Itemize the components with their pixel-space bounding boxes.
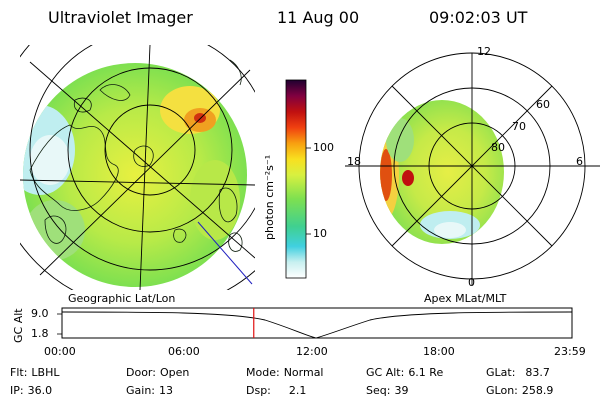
mode-info: Mode: Normal bbox=[246, 366, 324, 379]
altitude-curve bbox=[61, 311, 573, 339]
timeline-ytick-1-8: 1.8 bbox=[31, 327, 49, 340]
app-title: Ultraviolet Imager bbox=[48, 8, 193, 27]
glat-info: GLat: 83.7 bbox=[486, 366, 550, 379]
glon-info: GLon: 258.9 bbox=[486, 384, 553, 397]
filter-value: LBHL bbox=[31, 366, 60, 379]
timeline-ytick-9: 9.0 bbox=[31, 307, 49, 320]
dsp-value: 2.1 bbox=[288, 384, 307, 397]
filter-info: Flt: LBHL bbox=[10, 366, 59, 379]
gain-value: 13 bbox=[159, 384, 173, 397]
mode-label: Mode: bbox=[246, 366, 280, 379]
door-label: Door: bbox=[126, 366, 156, 379]
timeline-xtick-2359: 23:59 bbox=[554, 345, 586, 358]
filter-label: Flt: bbox=[10, 366, 28, 379]
glon-label: GLon: bbox=[486, 384, 518, 397]
glon-value: 258.9 bbox=[521, 384, 554, 397]
timeline-ylabel: GC Alt bbox=[12, 308, 25, 343]
door-info: Door: Open bbox=[126, 366, 189, 379]
seq-label: Seq: bbox=[366, 384, 391, 397]
timeline-frame bbox=[61, 307, 573, 339]
mlat-label-70: 70 bbox=[512, 120, 526, 133]
seq-info: Seq: 39 bbox=[366, 384, 408, 397]
mlt-label-18: 18 bbox=[347, 155, 361, 168]
gc-alt-label: GC Alt: bbox=[366, 366, 405, 379]
right-panel-label: Apex MLat/MLT bbox=[424, 292, 507, 305]
ip-info: IP: 36.0 bbox=[10, 384, 52, 397]
timeline-xtick-0000: 00:00 bbox=[44, 345, 76, 358]
gc-alt-value: 6.1 Re bbox=[408, 366, 444, 379]
mlat-label-80: 80 bbox=[491, 141, 505, 154]
gain-info: Gain: 13 bbox=[126, 384, 173, 397]
timeline-xtick-1800: 18:00 bbox=[423, 345, 455, 358]
ip-value: 36.0 bbox=[27, 384, 53, 397]
gc-alt-info: GC Alt: 6.1 Re bbox=[366, 366, 443, 379]
gain-label: Gain: bbox=[126, 384, 155, 397]
ip-label: IP: bbox=[10, 384, 24, 397]
door-value: Open bbox=[159, 366, 190, 379]
seq-value: 39 bbox=[394, 384, 409, 397]
colorbar-tick-10: 10 bbox=[313, 227, 327, 240]
colorbar bbox=[285, 79, 307, 279]
time-label: 09:02:03 UT bbox=[429, 8, 528, 27]
dsp-label: Dsp: bbox=[246, 384, 271, 397]
colorbar-unit-label: photon cm⁻²s⁻¹ bbox=[263, 154, 276, 240]
mlt-label-0: 0 bbox=[468, 276, 475, 289]
timeline-xtick-1200: 12:00 bbox=[296, 345, 328, 358]
left-panel-label: Geographic Lat/Lon bbox=[68, 292, 176, 305]
date-label: 11 Aug 00 bbox=[277, 8, 360, 27]
mlt-label-6: 6 bbox=[576, 155, 583, 168]
mode-value: Normal bbox=[283, 366, 324, 379]
dsp-info: Dsp: 2.1 bbox=[246, 384, 306, 397]
mlat-label-60: 60 bbox=[536, 98, 550, 111]
geographic-image bbox=[20, 45, 255, 290]
timeline-xtick-0600: 06:00 bbox=[168, 345, 200, 358]
glat-value: 83.7 bbox=[525, 366, 550, 379]
apex-image bbox=[345, 52, 600, 285]
mlt-label-12: 12 bbox=[477, 45, 491, 58]
glat-label: GLat: bbox=[486, 366, 516, 379]
satellite-track bbox=[197, 221, 253, 285]
colorbar-tick-100: 100 bbox=[313, 141, 334, 154]
